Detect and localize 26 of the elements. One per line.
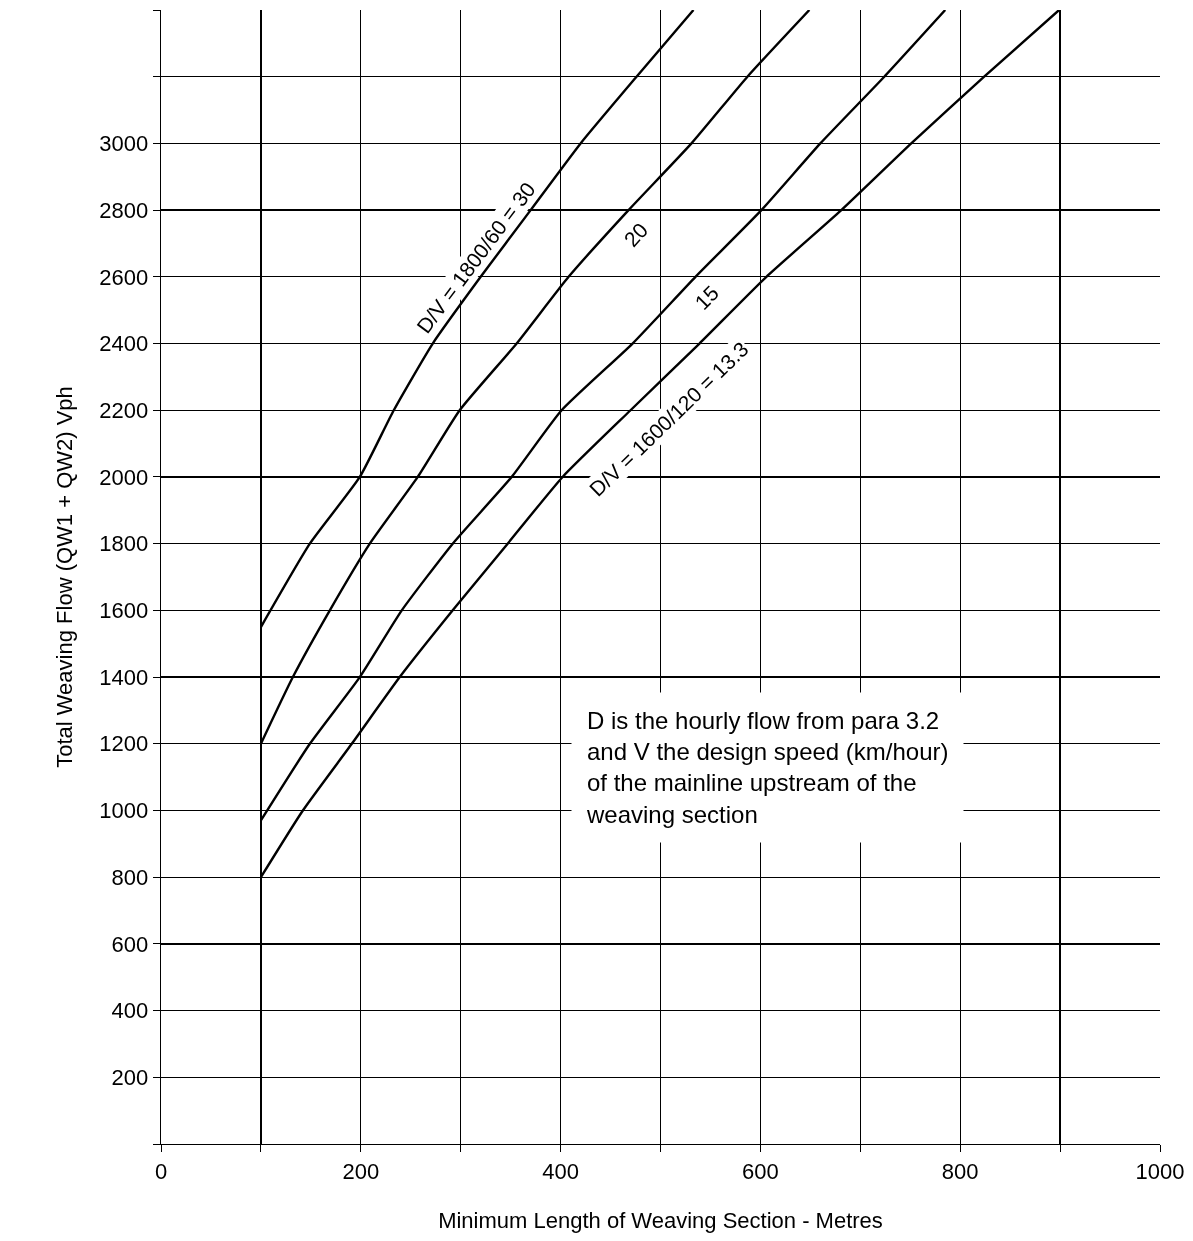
- y-tick-label: 2600: [99, 264, 149, 290]
- y-tick-label: 800: [111, 864, 149, 890]
- y-tick-label: 400: [111, 998, 149, 1024]
- x-axis-title: Minimum Length of Weaving Section - Metres: [438, 1208, 883, 1234]
- y-tick-label: 2200: [99, 397, 149, 423]
- y-tick-label: 600: [111, 931, 149, 957]
- annotation: D is the hourly flow from para 3.2 and V the design speed (km/hour) of the mainline upstream of the weaving section: [586, 707, 949, 828]
- x-tick-label: 1000: [1135, 1158, 1185, 1184]
- y-tick-label: 1200: [99, 731, 149, 757]
- x-tick-label: 200: [342, 1158, 380, 1184]
- y-axis-title: Total Weaving Flow (QW1 + QW2) Vph: [52, 386, 78, 768]
- x-tick-label: 600: [742, 1158, 779, 1184]
- y-tick-label: 1000: [99, 798, 149, 824]
- x-tick-label: 800: [941, 1158, 979, 1184]
- text: 15: [690, 281, 724, 314]
- y-tick-label: 1600: [99, 598, 149, 624]
- y-tick-label: 3000: [99, 131, 149, 157]
- y-tick-label: 1400: [99, 664, 149, 690]
- y-tick-label: 2000: [99, 464, 149, 490]
- y-tick-label: 200: [111, 1064, 149, 1090]
- x-tick-label: 0: [154, 1158, 168, 1184]
- x-tick-label: 400: [542, 1158, 579, 1184]
- y-tick-label: 1800: [99, 531, 149, 557]
- y-tick-label: 2800: [99, 197, 149, 223]
- y-tick-label: 2400: [99, 331, 149, 357]
- text: 20: [619, 218, 653, 251]
